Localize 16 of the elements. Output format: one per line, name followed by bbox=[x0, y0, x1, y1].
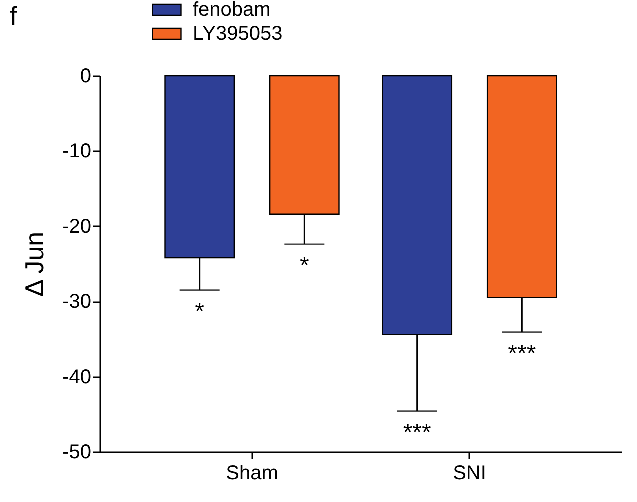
annotation: *** bbox=[508, 340, 536, 368]
y-tick-label: 0 bbox=[80, 66, 92, 88]
y-tick-label: -20 bbox=[62, 216, 92, 238]
legend-label: fenobam bbox=[193, 0, 271, 21]
annotation: * bbox=[195, 298, 205, 326]
annotation: * bbox=[300, 252, 310, 280]
x-tick-label: SNI bbox=[453, 462, 486, 484]
chart-title: f bbox=[10, 1, 18, 31]
y-tick-label: -10 bbox=[62, 140, 92, 163]
x-tick-label: Sham bbox=[226, 462, 278, 484]
annotation: *** bbox=[403, 419, 432, 446]
y-tick-label: -50 bbox=[62, 442, 92, 464]
legend-label: LY395053 bbox=[193, 23, 283, 45]
y-axis-title: Δ Jun bbox=[20, 232, 50, 298]
y-tick-label: -40 bbox=[62, 366, 92, 388]
y-tick-label: -30 bbox=[62, 291, 92, 314]
